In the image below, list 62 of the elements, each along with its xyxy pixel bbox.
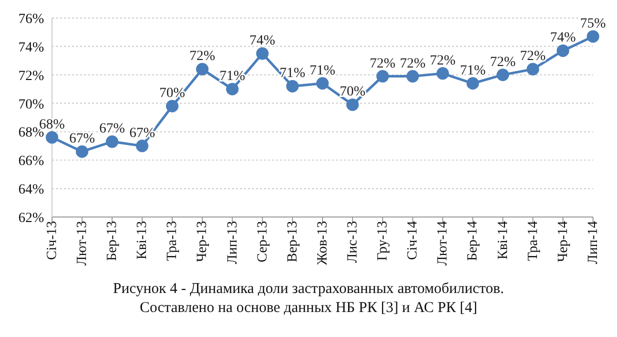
text: Рисунок 4 - Динамика доли застрахованных автомобилистов. bbox=[112, 280, 505, 299]
y-tick-label: 74% bbox=[18, 40, 44, 56]
point bbox=[226, 82, 239, 96]
point bbox=[466, 77, 480, 90]
point bbox=[556, 44, 570, 57]
data-label: 72% bbox=[430, 53, 456, 68]
point bbox=[526, 62, 540, 76]
x-tick-label: Лют-14 bbox=[436, 221, 451, 266]
y-tick-label: 62% bbox=[18, 210, 44, 226]
data-label: 75% bbox=[580, 16, 606, 32]
point bbox=[436, 67, 449, 80]
point bbox=[496, 68, 510, 82]
data-label: 72% bbox=[189, 49, 216, 64]
data-label: 72% bbox=[400, 56, 426, 72]
point bbox=[76, 145, 88, 158]
point bbox=[346, 98, 359, 111]
data-label: 72% bbox=[370, 56, 396, 72]
y-tick-label: 72% bbox=[18, 68, 44, 84]
y-tick-label: 70% bbox=[18, 97, 44, 112]
data-label: 70% bbox=[340, 84, 366, 100]
x-tick-label: Тра-13 bbox=[165, 221, 180, 261]
y-tick-label: 64% bbox=[18, 182, 44, 198]
data-label: 71% bbox=[460, 63, 486, 78]
x-tick-label: Гру-13 bbox=[376, 221, 391, 261]
y-tick-label: 66% bbox=[18, 154, 44, 170]
point bbox=[46, 131, 58, 144]
x-tick-label: Лип-13 bbox=[225, 221, 240, 264]
data-label: 71% bbox=[280, 66, 306, 82]
point bbox=[286, 80, 299, 92]
data-label: 74% bbox=[250, 34, 276, 49]
x-tick-label: Чер-13 bbox=[195, 221, 210, 262]
x-tick-label: Сер-13 bbox=[255, 221, 270, 262]
point bbox=[406, 70, 419, 83]
x-tick-label: Лип-14 bbox=[586, 221, 601, 264]
point bbox=[196, 62, 209, 76]
x-tick-label: Лис-13 bbox=[345, 221, 360, 263]
x-tick-label: Бер-14 bbox=[466, 221, 481, 261]
point bbox=[376, 70, 389, 83]
x-tick-label: Лют-13 bbox=[74, 221, 90, 266]
x-tick-label: Кві-13 bbox=[135, 221, 150, 260]
point bbox=[256, 47, 269, 60]
point bbox=[136, 140, 148, 152]
x-tick-label: Бер-13 bbox=[105, 221, 120, 261]
y-tick-label: 76% bbox=[18, 12, 44, 27]
data-label: 74% bbox=[550, 30, 576, 46]
text: Составлено на основе данных НБ РК [3] и АС РК [4] bbox=[138, 299, 478, 318]
data-label: 72% bbox=[490, 54, 516, 70]
data-label: 67% bbox=[69, 132, 96, 147]
x-tick-label: Вер-13 bbox=[285, 221, 300, 262]
x-tick-label: Чер-14 bbox=[556, 221, 571, 262]
point bbox=[166, 100, 178, 112]
point bbox=[316, 77, 329, 90]
x-tick-label: Жов-13 bbox=[315, 221, 330, 266]
x-tick-label: Тра-14 bbox=[526, 221, 541, 261]
data-label: 72% bbox=[520, 49, 546, 64]
point bbox=[106, 135, 118, 148]
data-label: 71% bbox=[310, 63, 336, 78]
x-tick-label: Кві-14 bbox=[496, 221, 511, 260]
x-tick-label: Січ-13 bbox=[44, 221, 60, 260]
point bbox=[586, 30, 600, 43]
x-tick-label: Січ-14 bbox=[406, 221, 421, 260]
data-label: 67% bbox=[99, 122, 126, 137]
